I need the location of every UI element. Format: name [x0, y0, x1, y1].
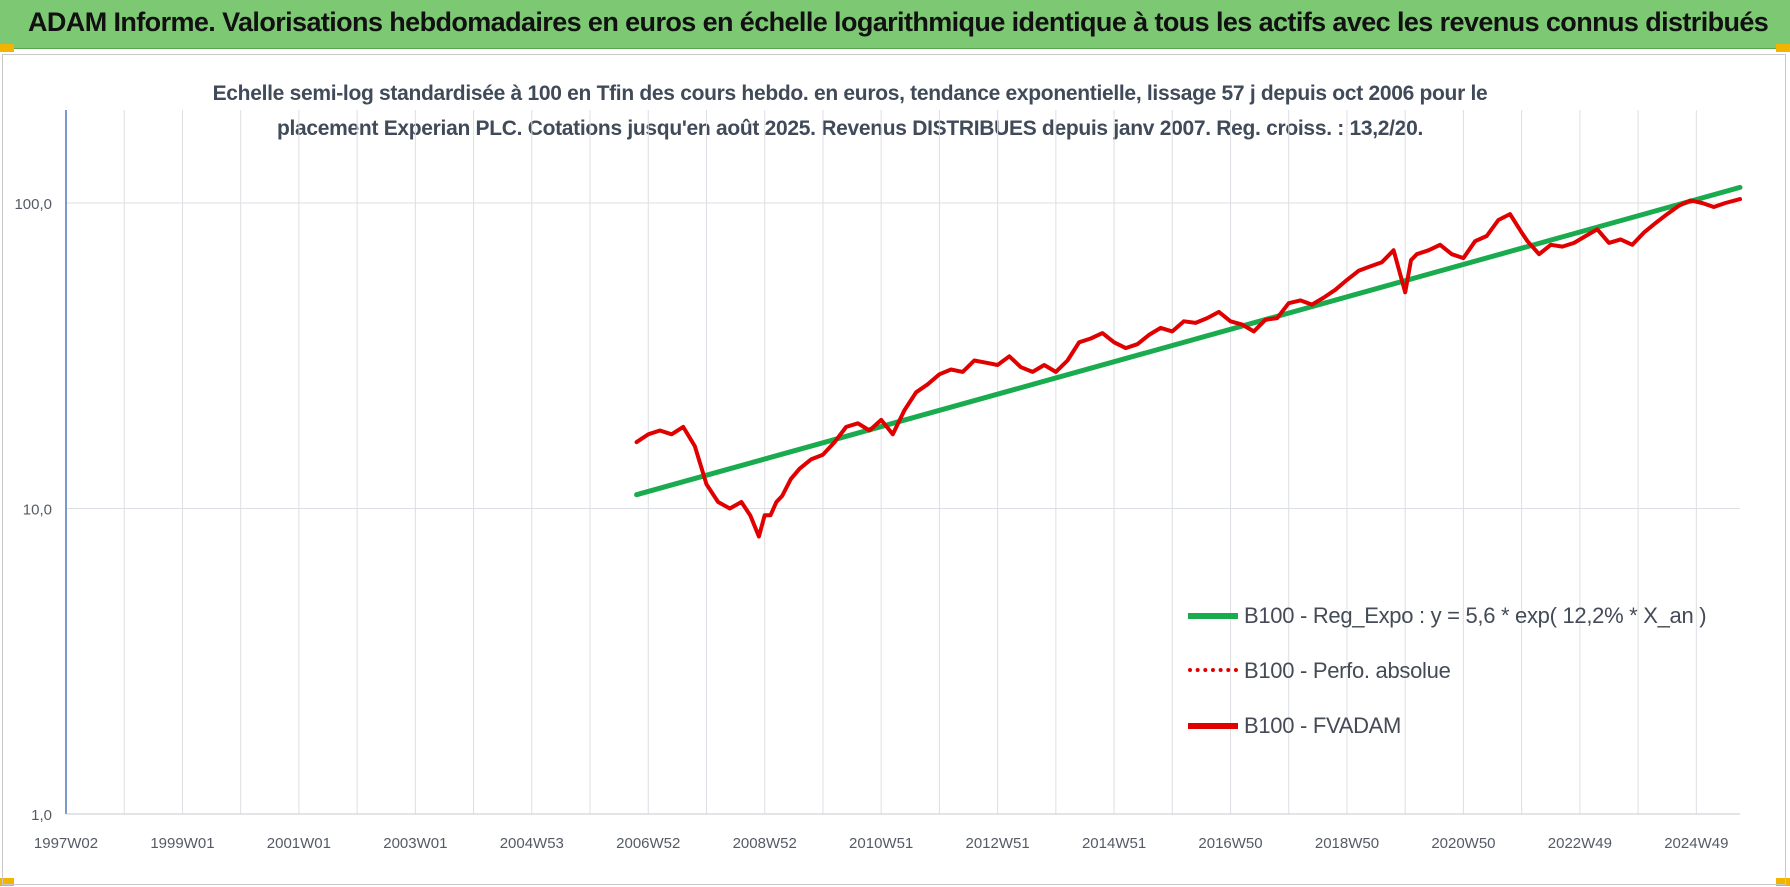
series-layer	[634, 184, 1743, 539]
legend-line-red	[1188, 722, 1238, 729]
corner-marker-bottom-left	[0, 878, 14, 886]
series-line-0	[634, 184, 1743, 498]
legend-item-perfo: B100 - Perfo. absolue	[1188, 643, 1708, 698]
y-tick-label: 100,0	[14, 196, 52, 213]
y-tick-label: 10,0	[23, 502, 52, 519]
x-tick-label: 2008W52	[733, 835, 797, 852]
page-title: ADAM Informe. Valorisations hebdomadaire…	[28, 7, 1769, 37]
legend-item-regression: B100 - Reg_Expo : y = 5,6 * exp( 12,2% *…	[1188, 588, 1708, 643]
x-tick-label: 1997W02	[34, 835, 98, 852]
legend-label-perfo: B100 - Perfo. absolue	[1244, 657, 1451, 683]
x-tick-label: 2012W51	[966, 835, 1030, 852]
legend-swatch-perfo	[1188, 660, 1238, 682]
chart-frame	[2, 54, 1786, 885]
chart-title-line-2: placement Experian PLC. Cotations jusqu'…	[276, 117, 1423, 140]
chart-title: Echelle semi-log standardisée à 100 en T…	[200, 76, 1500, 146]
x-tick-label: 2020W50	[1431, 835, 1495, 852]
corner-marker-top-right	[1776, 44, 1790, 52]
legend-swatch-regression	[1188, 605, 1238, 627]
x-tick-label: 2018W50	[1315, 835, 1379, 852]
x-tick-label: 2006W52	[616, 835, 680, 852]
x-tick-label: 1999W01	[150, 835, 214, 852]
series-line-2	[634, 197, 1742, 539]
chart-title-line-1: Echelle semi-log standardisée à 100 en T…	[212, 82, 1488, 105]
legend-line-dotted-red	[1188, 667, 1238, 672]
y-tick-labels: 1,0 10,0 100,0	[14, 196, 52, 824]
x-tick-label: 2004W53	[500, 835, 564, 852]
x-tick-label: 2024W49	[1664, 835, 1728, 852]
x-tick-label: 2001W01	[267, 835, 331, 852]
legend-line-green	[1188, 612, 1238, 619]
x-tick-label: 2022W49	[1548, 835, 1612, 852]
legend-swatch-fvadam	[1188, 715, 1238, 737]
y-tick-label: 1,0	[31, 807, 52, 824]
x-tick-label: 2003W01	[383, 835, 447, 852]
x-tick-label: 2016W50	[1198, 835, 1262, 852]
corner-marker-bottom-right	[1776, 878, 1790, 886]
x-tick-label: 2010W51	[849, 835, 913, 852]
header-bar: ADAM Informe. Valorisations hebdomadaire…	[0, 0, 1790, 49]
x-tick-label: 2014W51	[1082, 835, 1146, 852]
legend-label-fvadam: B100 - FVADAM	[1244, 712, 1402, 738]
corner-marker-top-left	[0, 44, 14, 52]
x-tick-labels: 1997W02 1999W01 2001W01 2003W01 2004W53 2006W…	[34, 835, 1729, 852]
axes	[65, 110, 1740, 815]
legend-label-regression: B100 - Reg_Expo : y = 5,6 * exp( 12,2% *…	[1244, 602, 1707, 628]
legend: B100 - Reg_Expo : y = 5,6 * exp( 12,2% *…	[1188, 588, 1708, 753]
legend-item-fvadam: B100 - FVADAM	[1188, 698, 1708, 753]
